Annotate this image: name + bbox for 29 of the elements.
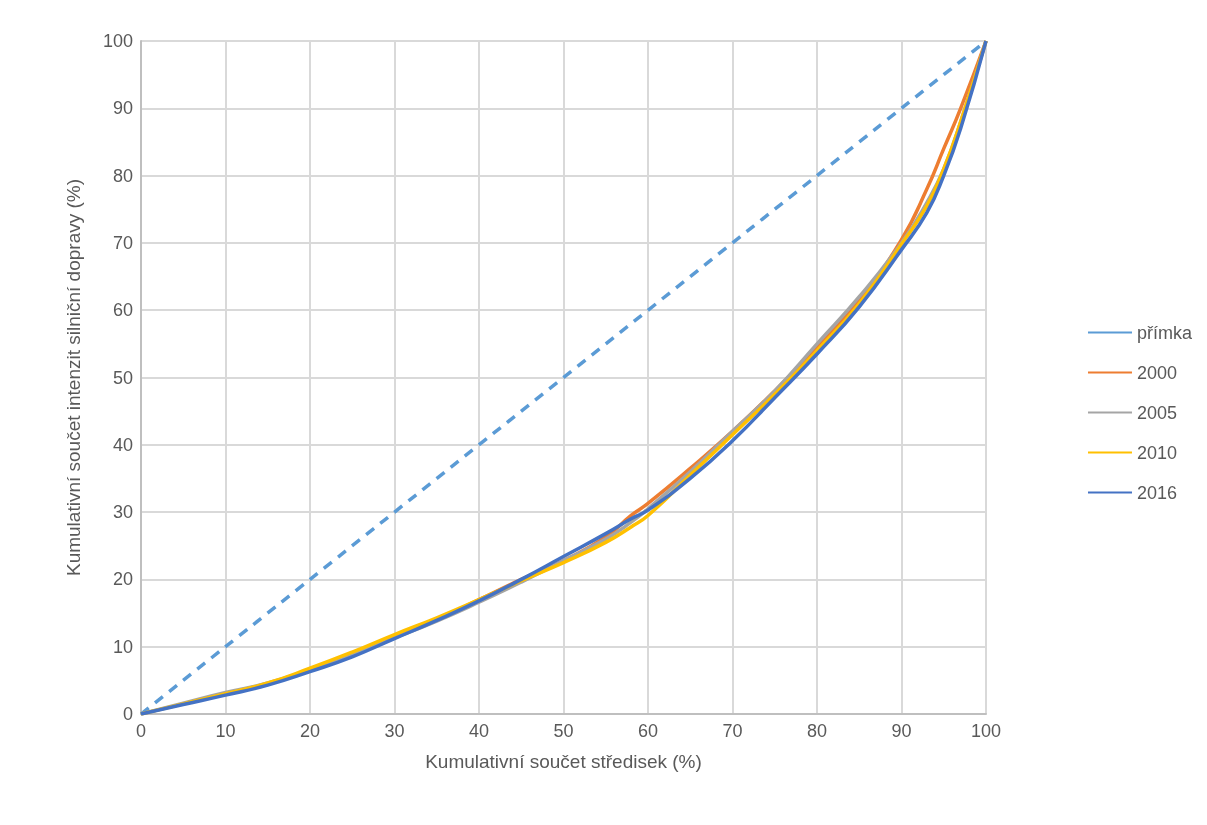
y-tick-label: 30 [112, 502, 133, 523]
x-tick-label: 80 [806, 721, 828, 741]
x-tick-label: 10 [215, 721, 236, 741]
x-axis-title: Kumulativní součet středisek (%) [425, 751, 702, 772]
x-tick-label: 90 [891, 721, 912, 741]
x-tick-label: 100 [970, 721, 1002, 741]
legend-label: 2016 [1136, 482, 1178, 503]
x-tick-label: 60 [637, 721, 659, 741]
y-tick-label: 70 [112, 232, 133, 253]
y-tick-label: 60 [112, 300, 133, 321]
legend-label: přímka [1136, 322, 1193, 343]
y-tick-label: 40 [112, 434, 133, 455]
x-tick-label: 40 [468, 721, 490, 741]
y-tick-label: 0 [122, 704, 133, 724]
x-tick-label: 0 [135, 721, 147, 741]
y-axis-title: Kumulativní součet intenzit silniční dopravy (%) [63, 178, 84, 577]
legend-label: 2005 [1136, 402, 1178, 423]
legend-label: 2000 [1136, 362, 1178, 383]
y-tick-label: 90 [112, 98, 133, 119]
y-tick-label: 100 [102, 31, 133, 51]
x-tick-label: 50 [553, 721, 574, 741]
y-tick-label: 80 [112, 165, 133, 186]
y-tick-label: 50 [112, 367, 133, 388]
y-tick-label: 10 [112, 636, 133, 657]
y-tick-label: 20 [112, 569, 133, 590]
x-tick-label: 70 [722, 721, 743, 741]
x-tick-label: 30 [384, 721, 405, 741]
x-tick-label: 20 [299, 721, 321, 741]
legend-label: 2010 [1136, 442, 1178, 463]
